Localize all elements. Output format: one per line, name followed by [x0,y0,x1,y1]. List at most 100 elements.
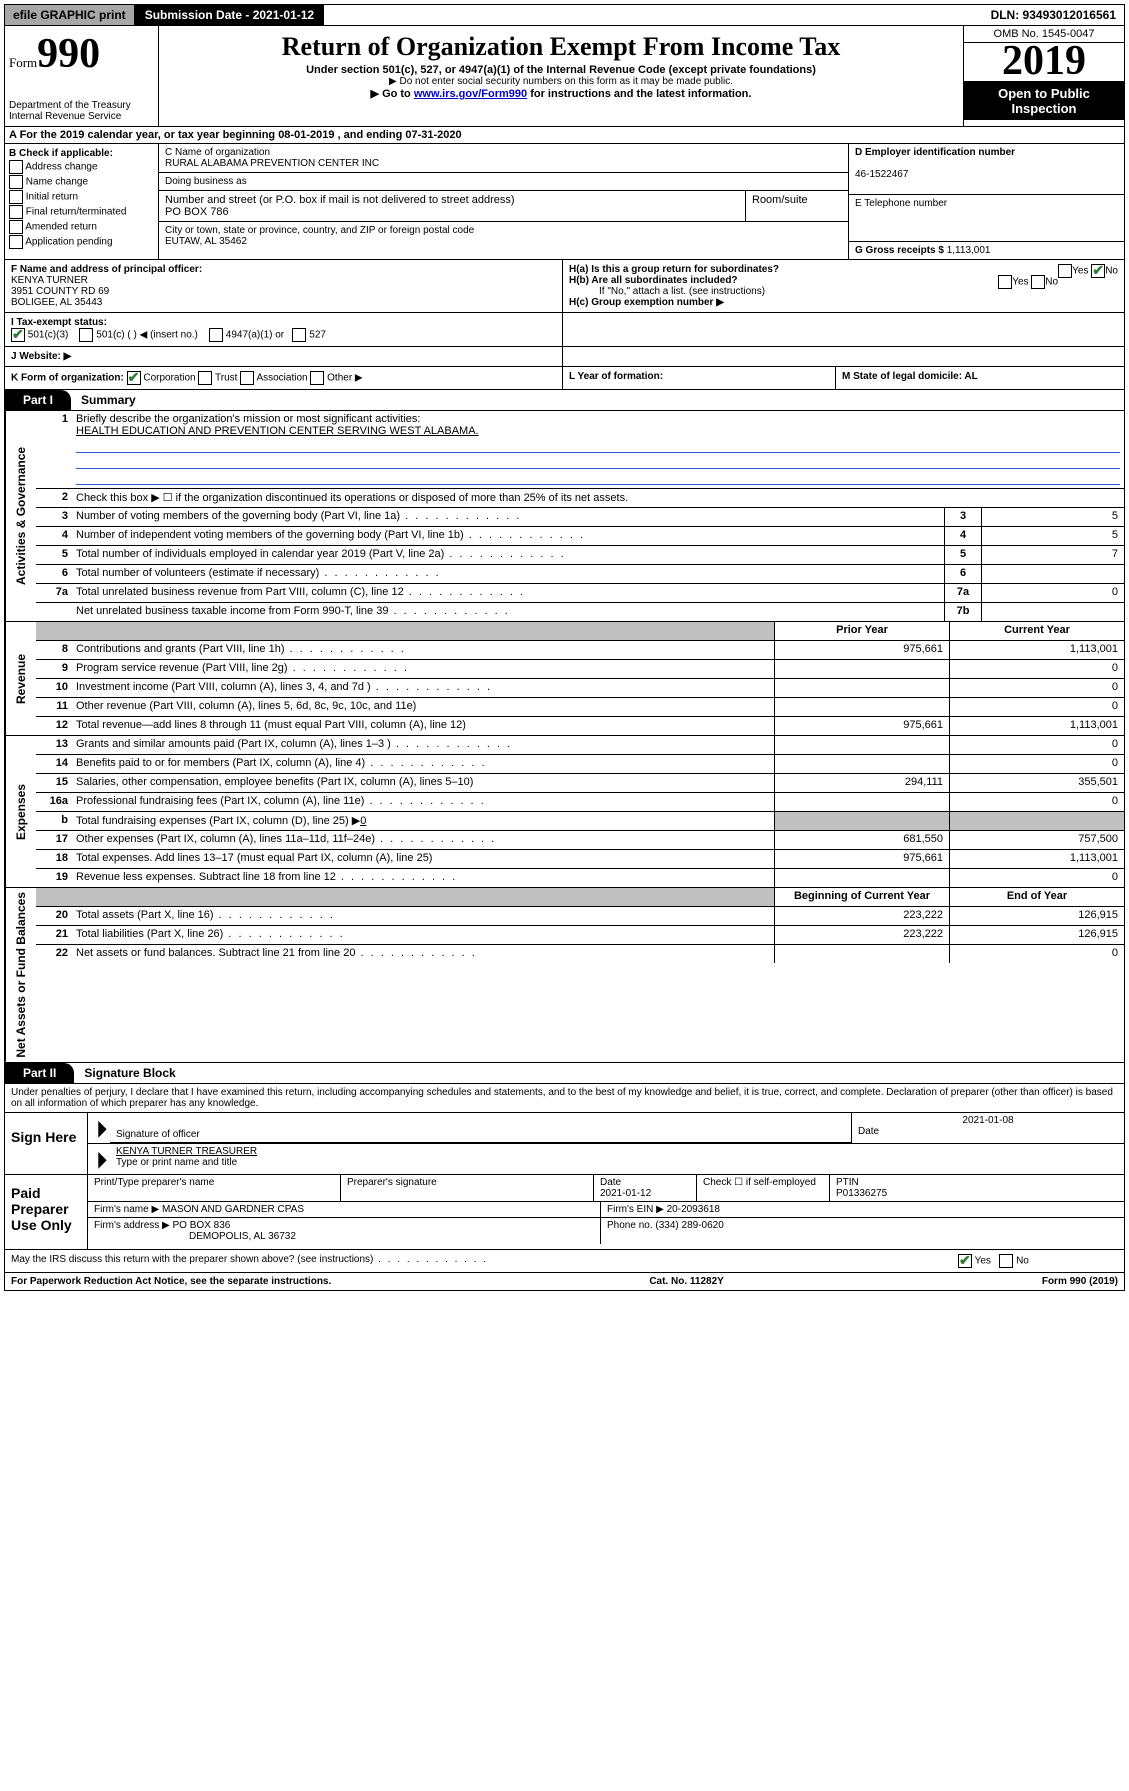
4947-label: 4947(a)(1) or [226,330,284,341]
street-label: Number and street (or P.O. box if mail i… [165,194,739,206]
tax-year-range: A For the 2019 calendar year, or tax yea… [9,129,462,141]
ein-value: 46-1522467 [855,169,908,180]
ha-no-checkbox[interactable] [1091,264,1105,278]
527-checkbox[interactable] [292,328,306,342]
initial-return-label: Initial return [26,192,78,203]
l1-label: Briefly describe the organization's miss… [76,413,420,425]
instructions-link[interactable]: www.irs.gov/Form990 [414,88,527,100]
l12: Total revenue—add lines 8 through 11 (mu… [72,717,774,735]
c17: 757,500 [949,831,1124,849]
l1-text: HEALTH EDUCATION AND PREVENTION CENTER S… [76,425,479,437]
prep-date-label: Date [600,1177,690,1188]
firm-addr1: PO BOX 836 [173,1220,231,1231]
initial-return-checkbox[interactable] [9,190,23,204]
sub3-post: for instructions and the latest informat… [527,88,751,100]
col-b-header: B Check if applicable: [9,148,113,159]
p17: 681,550 [774,831,949,849]
efile-label: efile GRAPHIC print [5,5,135,25]
officer-label: F Name and address of principal officer: [11,264,202,275]
street-value: PO BOX 786 [165,206,739,218]
c11: 0 [949,698,1124,716]
preparer-name-label: Print/Type preparer's name [88,1175,341,1201]
c10: 0 [949,679,1124,697]
p16a [774,793,949,811]
footer-right: Form 990 (2019) [1042,1276,1118,1287]
final-return-label: Final return/terminated [26,207,127,218]
hc-label: H(c) Group exemption number ▶ [569,297,724,308]
assoc-checkbox[interactable] [240,371,254,385]
form-org-label: K Form of organization: [11,373,124,384]
501c-label: 501(c) ( ) ◀ (insert no.) [96,330,198,341]
app-pending-checkbox[interactable] [9,235,23,249]
column-efg: D Employer identification number 46-1522… [848,144,1124,259]
gross-receipts-value: 1,113,001 [947,245,991,256]
end-year-hdr: End of Year [949,888,1124,906]
org-name: RURAL ALABAMA PREVENTION CENTER INC [165,158,842,169]
c20: 126,915 [949,907,1124,925]
website-label: J Website: ▶ [11,351,71,362]
part2-header: Part II Signature Block [4,1063,1125,1084]
l16b-pre: Total fundraising expenses (Part IX, col… [76,815,360,827]
v5: 7 [981,546,1124,564]
form-title: Return of Organization Exempt From Incom… [163,32,959,62]
other-checkbox[interactable] [310,371,324,385]
hb-yes-label: Yes [1012,277,1028,288]
form-header: Form990 Department of the Treasury Inter… [4,26,1125,127]
dba-label: Doing business as [165,176,842,187]
year-formation-label: L Year of formation: [569,371,663,382]
discuss-yes-checkbox[interactable] [958,1254,972,1268]
v7a: 0 [981,584,1124,602]
discuss-no-checkbox[interactable] [999,1254,1013,1268]
printed-name-label: Type or print name and title [116,1157,1118,1168]
l15: Salaries, other compensation, employee b… [72,774,774,792]
firm-ein-label: Firm's EIN ▶ [607,1204,664,1215]
ptin-value: P01336275 [836,1188,1118,1199]
trust-checkbox[interactable] [198,371,212,385]
l17: Other expenses (Part IX, column (A), lin… [72,831,774,849]
l19: Revenue less expenses. Subtract line 18 … [72,869,774,887]
revenue-section: Revenue Prior YearCurrent Year 8Contribu… [4,622,1125,736]
4947-checkbox[interactable] [209,328,223,342]
row-i: I Tax-exempt status: 501(c)(3) 501(c) ( … [4,313,1125,347]
hb-yes-checkbox[interactable] [998,275,1012,289]
name-change-checkbox[interactable] [9,175,23,189]
l7a: Total unrelated business revenue from Pa… [72,584,944,602]
arrow-icon-2 [88,1144,110,1174]
firm-addr-label: Firm's address ▶ [94,1220,170,1231]
corp-checkbox[interactable] [127,371,141,385]
ha-yes-checkbox[interactable] [1058,264,1072,278]
501c-checkbox[interactable] [79,328,93,342]
part1-title: Summary [71,393,136,407]
paid-preparer-block: Paid Preparer Use Only Print/Type prepar… [4,1175,1125,1250]
firm-ein: 20-2093618 [667,1204,720,1215]
final-return-checkbox[interactable] [9,205,23,219]
sign-date: 2021-01-08 [858,1115,1118,1126]
amended-checkbox[interactable] [9,220,23,234]
p19 [774,869,949,887]
tax-year: 2019 [964,43,1124,82]
subtitle-2: ▶ Do not enter social security numbers o… [163,76,959,87]
c16a: 0 [949,793,1124,811]
501c3-label: 501(c)(3) [28,330,69,341]
tax-exempt-label: I Tax-exempt status: [11,317,107,328]
c13: 0 [949,736,1124,754]
discuss-no: No [1016,1255,1029,1266]
p12: 975,661 [774,717,949,735]
corp-label: Corporation [143,373,195,384]
page-footer: For Paperwork Reduction Act Notice, see … [4,1273,1125,1291]
501c3-checkbox[interactable] [11,328,25,342]
p13 [774,736,949,754]
netassets-section: Net Assets or Fund Balances Beginning of… [4,888,1125,1063]
addr-change-checkbox[interactable] [9,160,23,174]
l16a: Professional fundraising fees (Part IX, … [72,793,774,811]
hb-no-checkbox[interactable] [1031,275,1045,289]
c15: 355,501 [949,774,1124,792]
city-value: EUTAW, AL 35462 [165,236,842,247]
ha-no-label: No [1105,266,1118,277]
ein-label: D Employer identification number [855,147,1015,158]
v3: 5 [981,508,1124,526]
expenses-section: Expenses 13Grants and similar amounts pa… [4,736,1125,888]
self-employed-label: Check ☐ if self-employed [697,1175,830,1201]
c22: 0 [949,945,1124,963]
firm-phone-label: Phone no. [607,1220,653,1231]
